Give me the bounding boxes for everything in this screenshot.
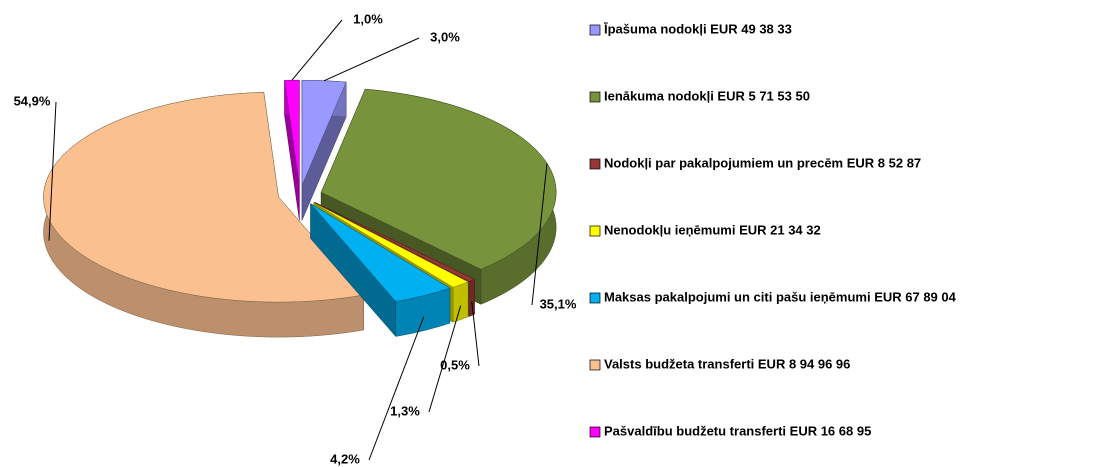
slice-side (468, 278, 475, 317)
legend-swatch (589, 426, 601, 438)
slice (310, 203, 451, 302)
data-label: 3,0% (430, 29, 460, 44)
slice (313, 202, 469, 288)
legend-swatch (589, 225, 601, 237)
data-label: 0,5% (440, 357, 470, 372)
data-label: 1,0% (353, 11, 383, 26)
legend-label: Pašvaldību budžetu transferti EUR 16 68 … (604, 423, 871, 438)
slice (284, 79, 300, 186)
data-label: 4,2% (330, 451, 360, 466)
data-label: 1,3% (390, 403, 420, 418)
legend-label: Nodokļi par pakalpojumiem un precēm EUR … (604, 155, 921, 170)
slice (301, 79, 347, 186)
leader-line (428, 305, 462, 413)
legend-swatch (589, 91, 601, 103)
pie (43, 79, 557, 338)
data-label: 54,9% (14, 93, 51, 108)
leader-line (48, 101, 57, 241)
leader-line (291, 19, 343, 81)
leader-line (323, 37, 420, 82)
slice (314, 202, 476, 282)
leader-line (471, 301, 480, 367)
legend-label: Valsts budžeta transferti EUR 8 94 96 96 (604, 356, 850, 371)
legend-label: Ienākuma nodokļi EUR 5 71 53 50 (604, 88, 810, 103)
legend-swatch (589, 24, 601, 36)
data-label: 35,1% (540, 296, 577, 311)
leader-line (531, 163, 548, 306)
legend-swatch (589, 359, 601, 371)
legend-label: Īpašuma nodokļi EUR 49 38 33 (603, 21, 792, 36)
slice (43, 92, 365, 303)
legend-swatch (589, 158, 601, 170)
legend-label: Nenodokļu ieņēmumi EUR 21 34 32 (604, 222, 821, 237)
leader-line (368, 316, 425, 461)
slice-side (452, 281, 469, 323)
legend-swatch (589, 292, 601, 304)
legend-label: Maksas pakalpojumi un citi pašu ieņēmumi… (604, 289, 957, 304)
